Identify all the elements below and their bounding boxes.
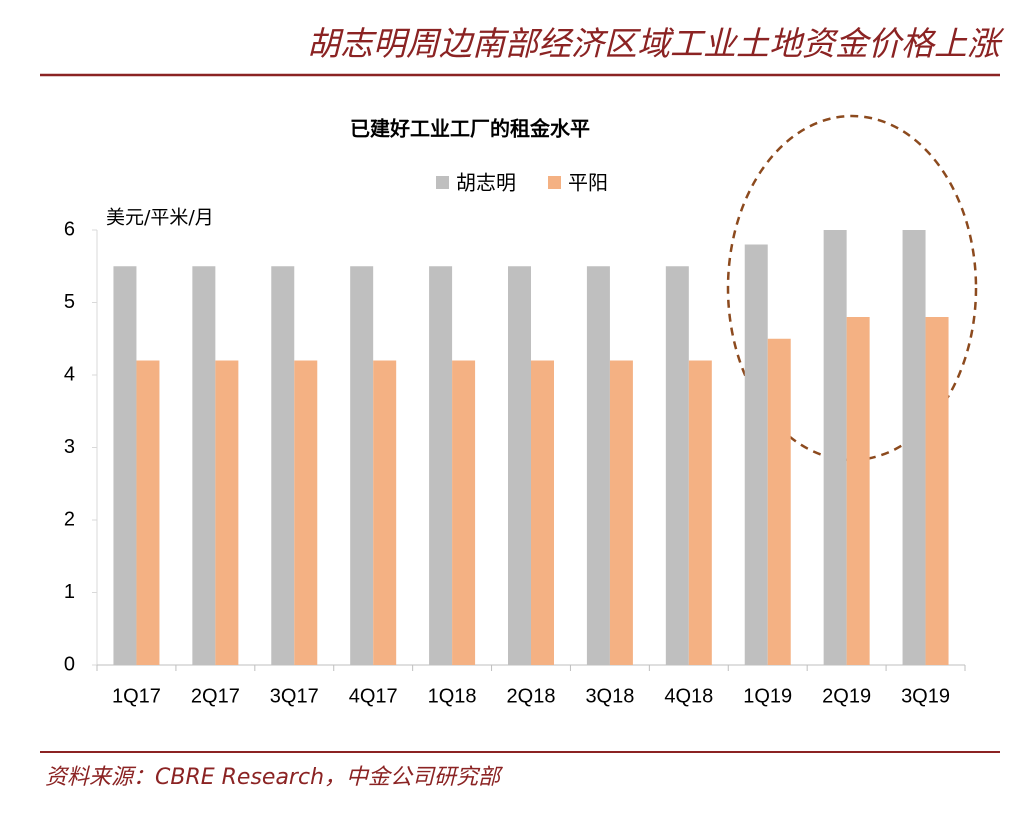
bar [744, 244, 768, 665]
x-tick-label: 2Q18 [507, 685, 556, 707]
bar [823, 230, 847, 665]
legend-swatch [548, 176, 561, 189]
chart-title: 已建好工业工厂的租金水平 [350, 117, 590, 141]
page-title: 胡志明周边南部经济区域工业土地资金价格上涨 [307, 24, 1005, 63]
y-tick-label: 5 [64, 291, 75, 313]
bar [113, 266, 137, 665]
source-note: 资料来源：CBRE Research，中金公司研究部 [45, 765, 504, 790]
bar [508, 266, 531, 665]
x-tick-label: 2Q17 [191, 685, 240, 707]
bar [136, 360, 160, 665]
bar [271, 266, 295, 665]
x-tick-label: 4Q18 [664, 685, 713, 707]
y-tick-label: 0 [64, 653, 75, 675]
bar [531, 360, 554, 665]
legend-swatch [436, 176, 449, 189]
y-tick-label: 3 [64, 436, 75, 458]
bar [452, 360, 476, 665]
y-axis-label: 美元/平米/月 [106, 207, 214, 229]
bar [429, 266, 453, 665]
y-tick-label: 1 [64, 581, 75, 603]
y-tick-label: 6 [64, 218, 75, 240]
x-tick-label: 1Q18 [428, 685, 477, 707]
bar [688, 360, 712, 665]
bar [846, 317, 870, 665]
bar [665, 266, 689, 665]
y-tick-label: 2 [64, 508, 75, 530]
bar [215, 360, 239, 665]
x-tick-label: 2Q19 [822, 685, 871, 707]
bar [902, 230, 926, 665]
x-tick-label: 1Q19 [743, 685, 792, 707]
x-tick-label: 1Q17 [112, 685, 161, 707]
x-tick-label: 3Q18 [585, 685, 634, 707]
y-tick-label: 4 [64, 363, 75, 385]
bar [586, 266, 610, 665]
legend-label: 胡志明 [456, 171, 516, 195]
bar [373, 360, 397, 665]
x-tick-label: 3Q19 [901, 685, 950, 707]
highlight-ellipse [726, 114, 978, 462]
bar [294, 360, 318, 665]
bar [609, 360, 633, 665]
x-tick-label: 3Q17 [270, 685, 319, 707]
bar [767, 338, 791, 665]
x-tick-label: 4Q17 [349, 685, 398, 707]
bar [925, 317, 949, 665]
legend-label: 平阳 [568, 171, 608, 195]
bar [192, 266, 216, 665]
bar [350, 266, 374, 665]
